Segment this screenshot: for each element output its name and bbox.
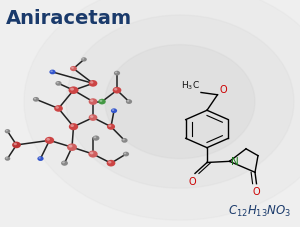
Circle shape bbox=[105, 45, 255, 159]
Circle shape bbox=[127, 101, 129, 102]
Circle shape bbox=[33, 98, 39, 102]
Circle shape bbox=[115, 72, 117, 74]
Circle shape bbox=[98, 99, 106, 105]
Circle shape bbox=[114, 72, 120, 76]
Circle shape bbox=[54, 106, 63, 112]
Text: Aniracetam: Aniracetam bbox=[6, 9, 132, 28]
Circle shape bbox=[124, 153, 126, 155]
Circle shape bbox=[12, 142, 21, 149]
Circle shape bbox=[50, 71, 53, 73]
Circle shape bbox=[61, 161, 68, 166]
Circle shape bbox=[70, 125, 74, 127]
Circle shape bbox=[107, 124, 115, 130]
Circle shape bbox=[106, 160, 116, 167]
Circle shape bbox=[70, 67, 77, 72]
Circle shape bbox=[38, 157, 41, 159]
Circle shape bbox=[122, 139, 125, 141]
Circle shape bbox=[100, 100, 102, 102]
Text: O: O bbox=[219, 85, 226, 95]
Circle shape bbox=[112, 87, 122, 94]
Circle shape bbox=[45, 137, 54, 144]
Circle shape bbox=[71, 67, 74, 69]
Circle shape bbox=[122, 138, 128, 143]
Circle shape bbox=[56, 82, 59, 84]
Circle shape bbox=[126, 100, 132, 104]
Circle shape bbox=[66, 16, 294, 188]
Circle shape bbox=[82, 59, 84, 60]
Circle shape bbox=[88, 99, 98, 106]
Circle shape bbox=[114, 89, 117, 91]
Circle shape bbox=[81, 58, 87, 62]
Circle shape bbox=[5, 157, 10, 161]
Circle shape bbox=[111, 109, 117, 114]
Circle shape bbox=[34, 98, 36, 100]
Circle shape bbox=[38, 157, 44, 161]
Circle shape bbox=[69, 123, 78, 131]
Text: $\mathit{C}_{12}\mathit{H}_{13}\mathit{N}\mathit{O}_3$: $\mathit{C}_{12}\mathit{H}_{13}\mathit{N… bbox=[228, 203, 291, 218]
Circle shape bbox=[6, 158, 8, 159]
Circle shape bbox=[90, 82, 93, 84]
Circle shape bbox=[46, 138, 50, 141]
Circle shape bbox=[94, 137, 96, 139]
Circle shape bbox=[88, 81, 98, 87]
Circle shape bbox=[56, 82, 62, 86]
Circle shape bbox=[90, 100, 93, 102]
Text: H$_3$C: H$_3$C bbox=[181, 79, 200, 92]
Circle shape bbox=[112, 110, 114, 111]
Circle shape bbox=[14, 143, 17, 146]
Circle shape bbox=[69, 145, 73, 148]
Circle shape bbox=[93, 136, 99, 141]
Circle shape bbox=[56, 107, 59, 109]
Circle shape bbox=[108, 161, 111, 164]
Circle shape bbox=[67, 144, 77, 151]
Circle shape bbox=[88, 115, 98, 121]
Text: O: O bbox=[189, 176, 196, 186]
Circle shape bbox=[90, 152, 94, 155]
Text: N: N bbox=[231, 156, 239, 166]
Circle shape bbox=[70, 88, 74, 91]
Text: O: O bbox=[253, 187, 260, 197]
Circle shape bbox=[50, 70, 56, 75]
Circle shape bbox=[5, 130, 10, 134]
Circle shape bbox=[68, 87, 79, 95]
Circle shape bbox=[88, 151, 98, 158]
Circle shape bbox=[6, 130, 8, 132]
Circle shape bbox=[90, 116, 93, 118]
Circle shape bbox=[108, 125, 111, 127]
Circle shape bbox=[24, 0, 300, 220]
Circle shape bbox=[123, 152, 129, 157]
Circle shape bbox=[62, 162, 65, 164]
